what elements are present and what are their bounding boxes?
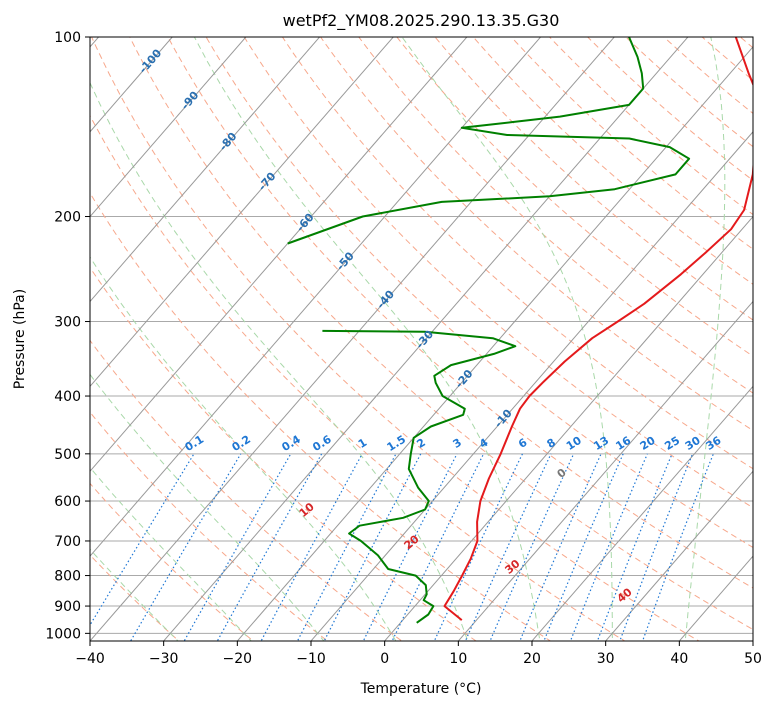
series-layer <box>287 37 753 624</box>
x-tick-label: −30 <box>149 651 179 667</box>
dry-adiabat <box>625 37 753 148</box>
y-tick-label: 800 <box>54 569 81 585</box>
skewed-isotherm <box>162 37 689 641</box>
chart-title: wetPf2_YM08.2025.290.13.35.G30 <box>283 11 560 31</box>
dry-adiabat <box>90 114 626 641</box>
skewed-isotherm <box>90 37 247 218</box>
skewed-isotherm <box>90 37 468 473</box>
y-tick-label: 400 <box>54 389 81 405</box>
y-tick-label: 1000 <box>45 626 81 642</box>
y-tick-label: 700 <box>54 534 81 550</box>
dry-adiabat <box>91 37 700 641</box>
dry-adiabat <box>90 339 403 641</box>
dewpoint-profile <box>322 329 517 624</box>
dry-adiabat <box>358 37 753 394</box>
mixing-ratio-line <box>596 453 673 641</box>
y-tick-label: 100 <box>54 30 81 46</box>
dry-adiabat <box>129 37 753 631</box>
skewed-isotherm <box>604 470 753 641</box>
dry-adiabat <box>586 37 753 182</box>
mixing-ratio-line <box>569 453 648 641</box>
mixing-ratio-line <box>641 453 714 641</box>
x-tick-label: 0 <box>380 651 389 667</box>
dry-adiabat <box>396 37 753 357</box>
moist-adiabat <box>193 37 541 641</box>
x-tick-label: 10 <box>449 651 467 667</box>
y-tick-label: 600 <box>54 494 81 510</box>
skewed-isotherm <box>90 37 173 133</box>
y-tick-label: 300 <box>54 315 81 331</box>
dry-adiabat <box>281 37 753 470</box>
temperature-profile <box>443 37 753 621</box>
x-tick-label: −40 <box>75 651 105 667</box>
y-axis-title: Pressure (hPa) <box>12 289 28 389</box>
y-tick-label: 200 <box>54 210 81 226</box>
mixing-ratio-line <box>216 453 323 641</box>
x-axis-title: Temperature (°C) <box>360 681 482 697</box>
mixing-ratio-line <box>129 453 242 641</box>
dry-adiabat <box>319 37 753 432</box>
y-tick-label: 900 <box>54 599 81 615</box>
dry-adiabat <box>167 37 753 589</box>
background-lines <box>90 37 753 641</box>
moist-adiabat <box>90 256 397 641</box>
skewed-isotherm <box>457 300 753 641</box>
skewed-isotherm <box>531 385 753 641</box>
skewed-isotherm <box>90 37 542 557</box>
dry-adiabat <box>205 37 753 549</box>
dry-adiabat <box>90 266 477 641</box>
moist-adiabat <box>90 373 325 641</box>
mixing-ratio-line <box>464 453 552 641</box>
plot-frame <box>89 36 754 642</box>
skewed-isotherm <box>90 37 321 303</box>
dry-adiabat <box>90 192 552 641</box>
dewpoint-profile <box>287 37 691 245</box>
skewed-isotherm <box>236 46 753 641</box>
x-tick-label: 30 <box>597 651 615 667</box>
x-tick-label: −20 <box>223 651 253 667</box>
mixing-ratio-line <box>619 453 694 641</box>
mixing-ratio-line <box>489 453 575 641</box>
x-tick-label: −10 <box>296 651 326 667</box>
moist-adiabat <box>401 37 613 641</box>
dry-adiabat <box>90 482 254 641</box>
skewed-isotherm <box>310 131 753 641</box>
dry-adiabat <box>548 37 753 216</box>
x-tick-label: 50 <box>744 651 762 667</box>
skewed-isotherm <box>383 215 753 641</box>
moist-adiabat <box>90 466 252 641</box>
mixing-ratio-line <box>433 453 524 641</box>
y-tick-label: 500 <box>54 447 81 463</box>
moist-adiabat <box>684 37 726 641</box>
skewed-isotherm <box>90 37 394 388</box>
x-axis: −40 −30 −20 −10 0 10 20 30 40 50 <box>75 641 762 667</box>
mixing-ratio-line <box>391 453 485 641</box>
mixing-ratio-line <box>183 453 292 641</box>
x-tick-label: 40 <box>670 651 688 667</box>
mixing-ratio-line <box>519 453 602 641</box>
mixing-ratio-line <box>543 453 624 641</box>
x-tick-label: 20 <box>523 651 541 667</box>
mixing-ratio-line <box>260 453 363 641</box>
y-axis: 100 200 300 400 500 600 700 800 900 1000 <box>45 30 90 642</box>
